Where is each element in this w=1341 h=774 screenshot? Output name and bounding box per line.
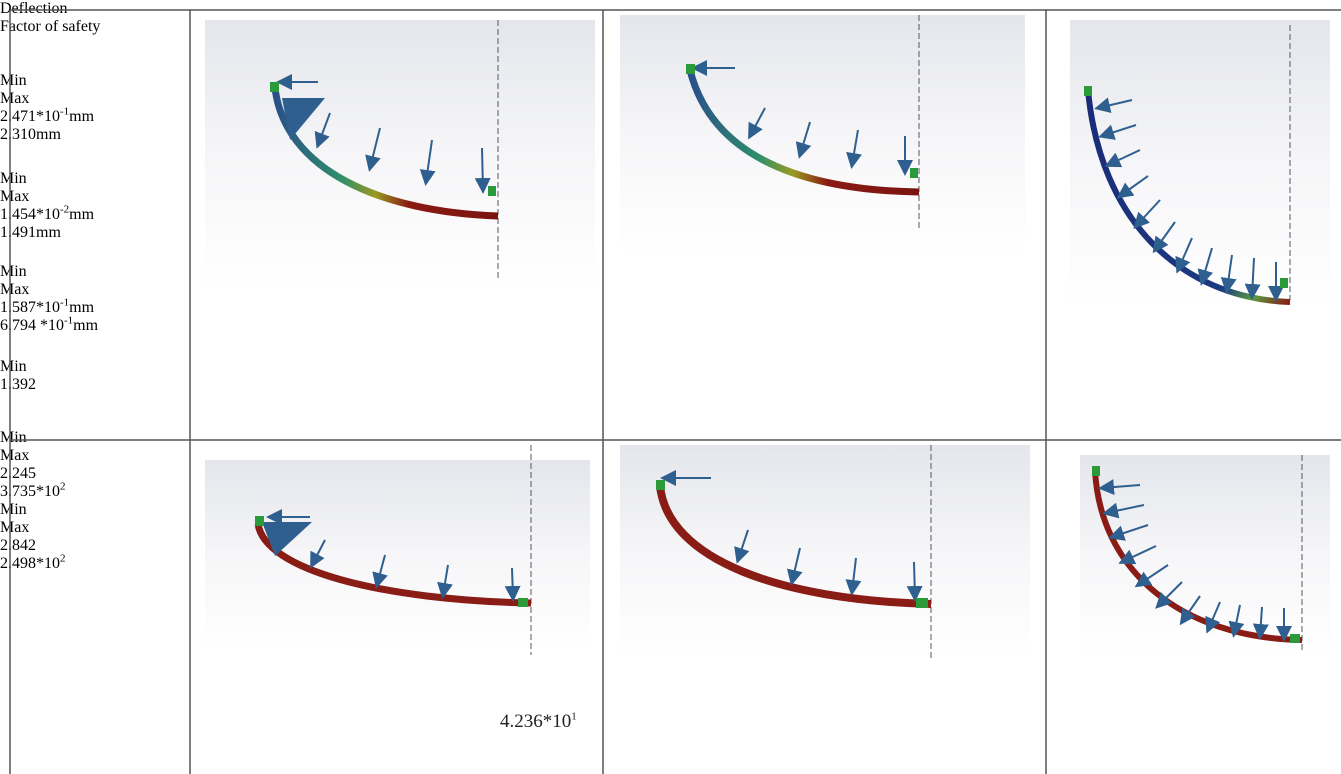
value-text: 1.392 bbox=[0, 376, 36, 393]
value-text: 1.454*10 bbox=[0, 206, 60, 223]
row-label: Deflection bbox=[0, 0, 68, 17]
cell-value: 3.735*102 bbox=[0, 480, 555, 501]
column-header: Max bbox=[0, 447, 30, 464]
cell-value: 2.245 bbox=[0, 465, 555, 483]
result-table: Min Max 1.454*10-2mm 1.491mm bbox=[0, 134, 374, 241]
cell-value: 2.842 bbox=[0, 537, 78, 555]
result-table: Min Max 2.471*10-1mm 2.310mm bbox=[0, 36, 372, 143]
value-exponent: 1 bbox=[571, 710, 577, 723]
column-header: Min bbox=[0, 501, 27, 518]
column-header: Min bbox=[0, 170, 27, 187]
value-text: 2.245 bbox=[0, 465, 36, 482]
column-header: Max bbox=[0, 519, 30, 536]
value-text: 2.842 bbox=[0, 537, 36, 554]
value-exponent: -1 bbox=[60, 296, 70, 309]
value-exponent: -2 bbox=[60, 203, 70, 216]
column-header: Min bbox=[0, 429, 27, 446]
column-header: Max bbox=[0, 90, 30, 107]
table-lines bbox=[9, 9, 1341, 774]
value-text: 4.236*10 bbox=[500, 711, 572, 732]
cell-value: 2.310mm bbox=[0, 126, 177, 144]
value-unit: mm bbox=[69, 206, 95, 223]
cell-value: 2.498*102 bbox=[0, 552, 121, 573]
column-header: Max bbox=[0, 281, 30, 298]
value-unit: mm bbox=[73, 317, 99, 334]
cell-value: 1.491mm bbox=[0, 224, 154, 242]
row-label: Factor of safety bbox=[0, 18, 101, 35]
value-text: 2.498*10 bbox=[0, 555, 60, 572]
value-text: 1.491mm bbox=[0, 224, 61, 241]
column-header: Min bbox=[0, 263, 27, 280]
value-text: 6.794 *10 bbox=[0, 317, 64, 334]
cell-value: 1.454*10-2mm bbox=[0, 203, 186, 224]
value-exponent: 2 bbox=[60, 480, 66, 493]
value-exponent: -1 bbox=[60, 105, 70, 118]
cell-value: 4.236*101 bbox=[500, 711, 577, 733]
result-table: Min 1.392 bbox=[0, 326, 526, 395]
result-table: Min Max 2.245 3.735*102 bbox=[0, 395, 555, 500]
value-unit: mm bbox=[69, 108, 95, 125]
column-header: Min bbox=[0, 358, 27, 375]
value-unit: mm bbox=[69, 299, 95, 316]
cell-value: 1.587*10-1mm bbox=[0, 296, 110, 317]
simulation-images bbox=[205, 15, 1330, 660]
value-exponent: -1 bbox=[64, 314, 74, 327]
value-text: 2.471*10 bbox=[0, 108, 60, 125]
result-table: Min Max 2.842 2.498*102 bbox=[0, 468, 233, 572]
result-table: Min Max 1.587*10-1mm 6.794 *10-1mm bbox=[0, 233, 256, 334]
cell-value: 1.392 bbox=[0, 376, 526, 394]
value-text: 2.310mm bbox=[0, 126, 61, 143]
value-text: 3.735*10 bbox=[0, 483, 60, 500]
value-text: 1.587*10 bbox=[0, 299, 60, 316]
column-header: Min bbox=[0, 72, 27, 89]
value-exponent: 2 bbox=[60, 552, 66, 565]
cell-value: 6.794 *10-1mm bbox=[0, 314, 112, 335]
cell-value: 2.471*10-1mm bbox=[0, 105, 161, 126]
column-header: Max bbox=[0, 188, 30, 205]
